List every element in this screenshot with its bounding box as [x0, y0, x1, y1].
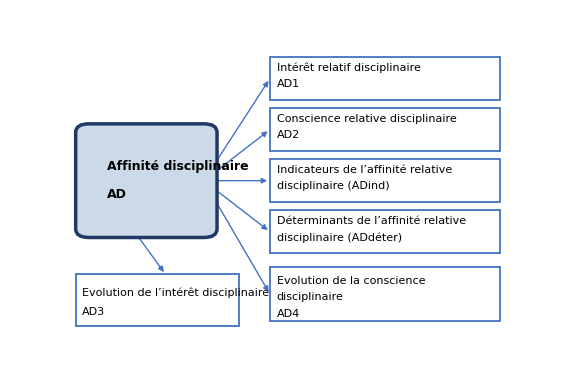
- Text: Déterminants de l’affinité relative: Déterminants de l’affinité relative: [276, 216, 466, 226]
- Text: AD: AD: [107, 188, 127, 201]
- Text: disciplinaire (ADind): disciplinaire (ADind): [276, 182, 389, 192]
- FancyBboxPatch shape: [270, 159, 500, 202]
- Text: AD1: AD1: [276, 79, 300, 89]
- FancyBboxPatch shape: [76, 275, 239, 325]
- Text: Evolution de la conscience: Evolution de la conscience: [276, 276, 425, 286]
- FancyBboxPatch shape: [270, 267, 500, 321]
- FancyBboxPatch shape: [270, 57, 500, 100]
- Text: AD2: AD2: [276, 130, 300, 140]
- Text: AD3: AD3: [82, 307, 105, 317]
- Text: AD4: AD4: [276, 309, 300, 319]
- Text: disciplinaire: disciplinaire: [276, 292, 344, 302]
- FancyBboxPatch shape: [270, 210, 500, 253]
- FancyBboxPatch shape: [270, 108, 500, 151]
- Text: disciplinaire (ADdéter): disciplinaire (ADdéter): [276, 232, 402, 243]
- Text: Indicateurs de l’affinité relative: Indicateurs de l’affinité relative: [276, 165, 452, 175]
- Text: Evolution de l’intérêt disciplinaire: Evolution de l’intérêt disciplinaire: [82, 287, 270, 297]
- Text: Intérêt relatif disciplinaire: Intérêt relatif disciplinaire: [276, 62, 421, 73]
- Text: Affinité disciplinaire: Affinité disciplinaire: [107, 160, 248, 173]
- FancyBboxPatch shape: [76, 124, 217, 238]
- Text: Conscience relative disciplinaire: Conscience relative disciplinaire: [276, 114, 457, 124]
